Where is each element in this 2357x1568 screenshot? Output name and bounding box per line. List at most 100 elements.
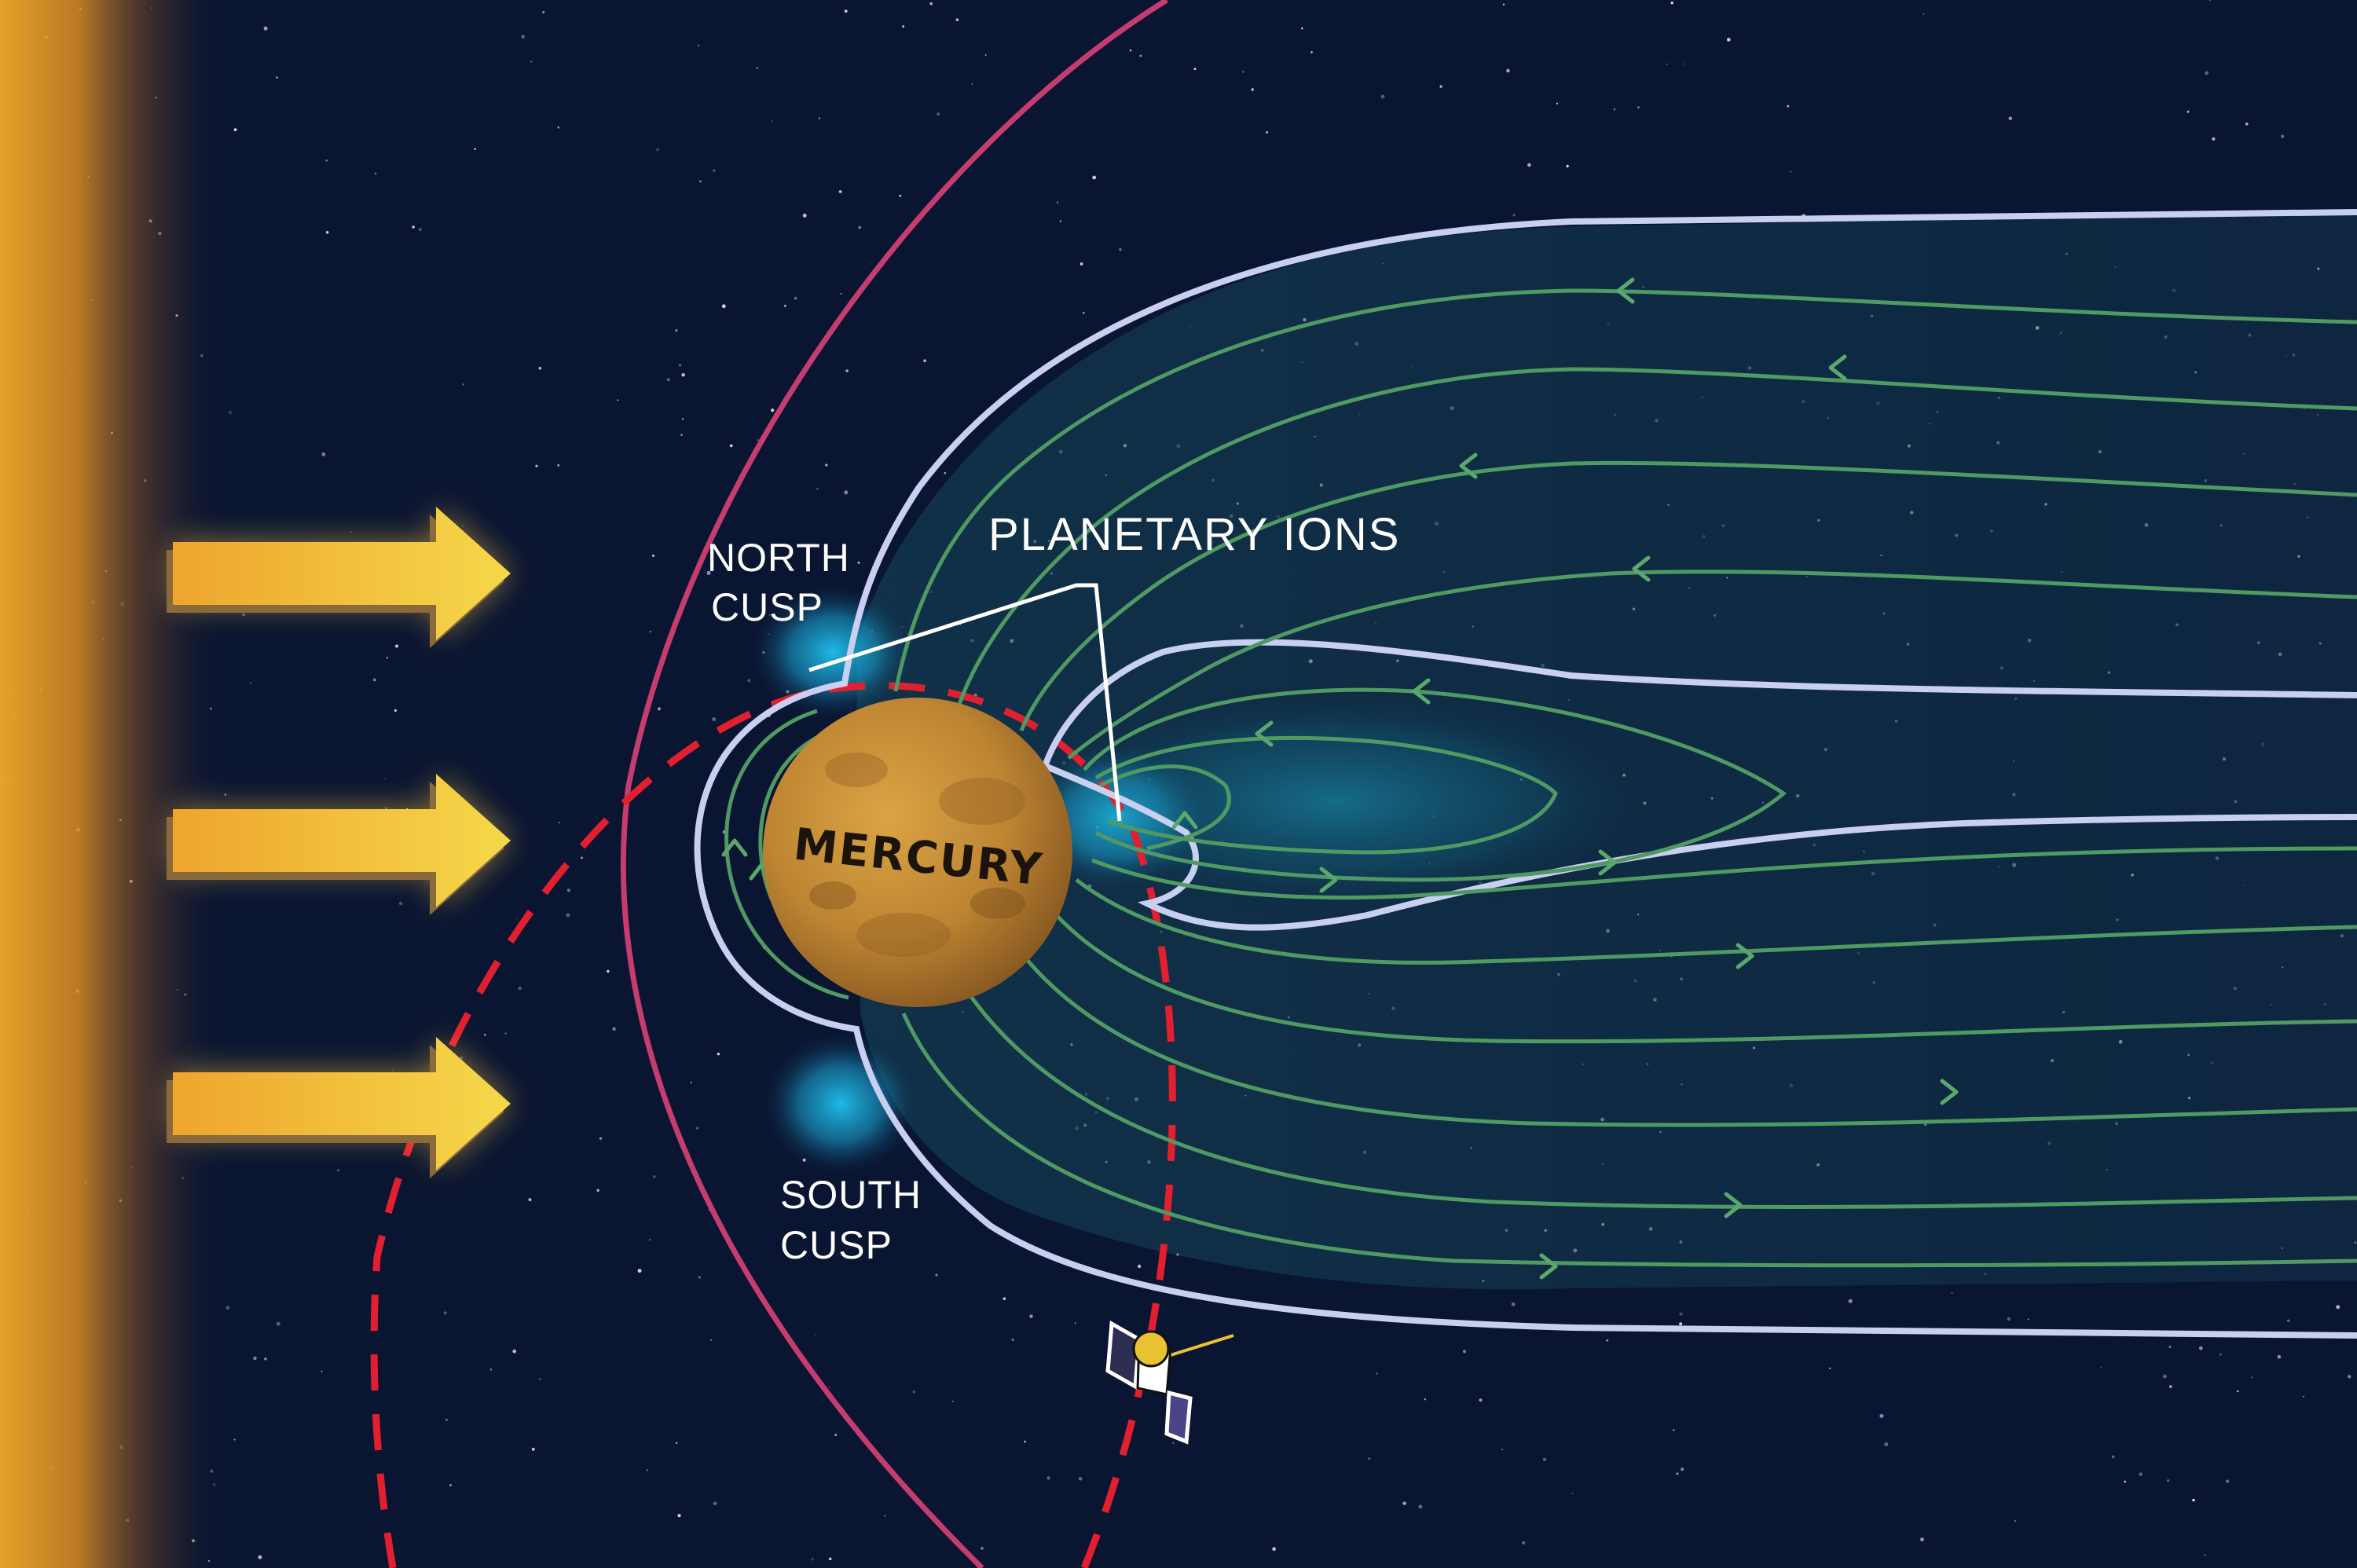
star: [710, 1339, 712, 1341]
star: [680, 434, 682, 436]
star: [1012, 1339, 1014, 1341]
star: [2028, 1318, 2029, 1320]
star: [803, 214, 807, 218]
star: [1829, 1368, 1831, 1369]
star: [1670, 2, 1673, 5]
star: [2220, 1353, 2222, 1355]
star: [676, 1442, 677, 1444]
star: [1139, 55, 1142, 57]
star: [462, 525, 464, 526]
star: [899, 195, 901, 197]
star: [772, 120, 773, 122]
star: [858, 562, 860, 564]
star: [2245, 123, 2249, 126]
star: [521, 35, 524, 38]
star: [542, 11, 544, 13]
star: [1527, 163, 1531, 167]
star: [612, 1028, 616, 1031]
star: [2199, 1346, 2203, 1350]
star: [599, 1138, 602, 1140]
star: [1381, 95, 1385, 99]
star: [321, 452, 325, 456]
star: [1003, 1297, 1006, 1300]
star: [394, 709, 397, 712]
star: [2100, 1367, 2102, 1368]
star: [698, 45, 699, 46]
star: [2336, 1305, 2340, 1309]
star: [2124, 1481, 2126, 1483]
star: [597, 1189, 599, 1192]
star: [2168, 1346, 2171, 1348]
star: [2187, 111, 2190, 113]
star: [675, 329, 677, 332]
star: [819, 117, 821, 119]
star: [321, 1371, 323, 1372]
star: [1920, 1537, 1924, 1541]
star: [2139, 1472, 2143, 1476]
star: [384, 778, 386, 779]
star: [985, 54, 987, 56]
star: [1138, 1265, 1141, 1268]
star: [2251, 1376, 2253, 1378]
star: [326, 231, 329, 234]
star: [581, 856, 583, 859]
star: [1310, 51, 1313, 53]
star: [1369, 1458, 1370, 1460]
star: [1522, 1541, 1525, 1544]
star: [794, 297, 797, 299]
star: [1402, 1501, 1406, 1505]
star: [1849, 1299, 1853, 1303]
star: [712, 717, 716, 721]
south-cusp-glow: [758, 1029, 923, 1178]
star: [2167, 1479, 2169, 1482]
star: [1119, 248, 1122, 251]
star: [1092, 176, 1096, 180]
star: [1556, 103, 1558, 104]
star: [656, 148, 659, 151]
star: [419, 228, 422, 231]
star: [935, 1274, 937, 1277]
star: [757, 67, 759, 69]
star: [971, 83, 973, 85]
star: [2192, 1499, 2195, 1502]
star: [1075, 1322, 1076, 1324]
star: [771, 408, 774, 412]
star: [699, 181, 702, 183]
star: [913, 1390, 916, 1394]
star: [649, 1239, 651, 1240]
star: [1024, 1441, 1026, 1443]
star: [1606, 1339, 1608, 1342]
star: [1879, 1414, 1883, 1418]
star: [2014, 1520, 2016, 1522]
star: [2205, 71, 2209, 75]
star: [845, 369, 849, 372]
star: [1790, 170, 1791, 172]
star: [682, 418, 684, 419]
star: [841, 293, 842, 295]
star: [944, 472, 947, 474]
star: [2163, 1375, 2167, 1379]
star: [1512, 1302, 1516, 1306]
star: [2303, 1396, 2304, 1398]
star: [902, 25, 904, 27]
star: [1666, 64, 1668, 65]
star: [539, 1378, 541, 1380]
star: [2009, 116, 2013, 120]
star: [1679, 1322, 1682, 1325]
star: [559, 822, 560, 823]
star: [617, 399, 618, 401]
star: [264, 27, 268, 31]
star: [1301, 27, 1303, 30]
star: [825, 463, 827, 466]
star: [607, 970, 609, 973]
star: [653, 1175, 656, 1178]
star: [1566, 165, 1568, 167]
star: [1083, 312, 1084, 313]
star: [679, 364, 682, 367]
star: [1673, 1429, 1674, 1431]
star: [929, 2, 933, 5]
star: [2112, 1456, 2115, 1459]
star: [1272, 1547, 1276, 1551]
star: [1463, 1350, 1466, 1353]
